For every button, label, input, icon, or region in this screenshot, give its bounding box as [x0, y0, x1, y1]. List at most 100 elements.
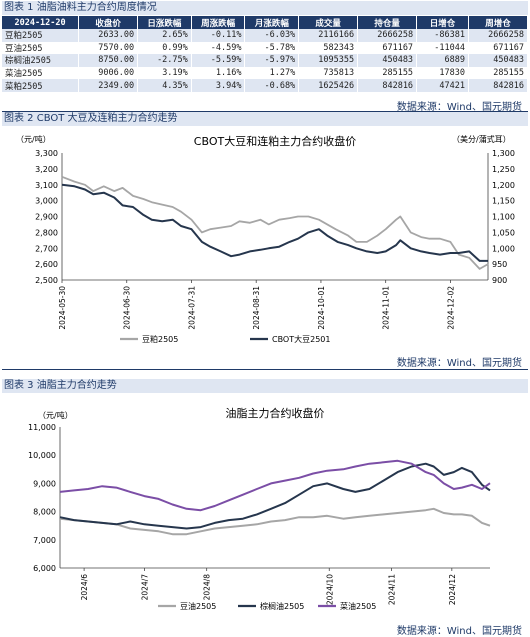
divider	[2, 111, 528, 112]
y-tick-label-right: 1,050	[492, 228, 515, 237]
table-cell: 2633.00	[78, 29, 139, 42]
y-tick-label-left: 3,200	[35, 165, 58, 174]
x-tick-label: 2024-11-01	[382, 286, 391, 330]
series-line-cbot-soybean	[61, 183, 488, 262]
y-tick-label-right: 900	[492, 276, 507, 285]
table-cell: -5.97%	[244, 54, 300, 67]
section1-source: 数据来源：Wind、国元期货	[396, 102, 522, 113]
table-cell: 450483	[468, 54, 529, 67]
series-line-soybean-oil	[59, 507, 491, 536]
table-cell: 0.99%	[137, 41, 192, 55]
section2-title: 图表 2 CBOT 大豆及连粕主力合约走势	[2, 112, 528, 126]
table-cell: -5.78%	[244, 41, 300, 55]
table-cell: -4.59%	[191, 41, 246, 55]
y-tick-label-right: 1,250	[492, 165, 515, 174]
chart-title: 油脂主力合约收盘价	[226, 406, 325, 420]
x-tick-label: 2024-08-31	[252, 286, 261, 330]
y-tick-label-left: 2,500	[35, 276, 58, 285]
legend-label: 豆粕2505	[142, 334, 178, 344]
table-header-cell: 成交量	[298, 16, 359, 29]
y-tick-label-left: 2,800	[35, 228, 58, 237]
table-cell: -11044	[416, 41, 469, 55]
table-header-cell: 月涨跌幅	[244, 16, 300, 29]
x-tick-label: 2024-12-02	[446, 286, 455, 330]
table-cell: 285155	[357, 66, 418, 80]
y-tick-label-right: 1,150	[492, 197, 515, 206]
y-tick-label: 10,000	[28, 451, 56, 460]
x-tick-label: 2024/8	[203, 574, 212, 601]
table-cell: 豆粕2505	[2, 29, 80, 42]
table-cell: 735813	[298, 66, 359, 80]
table-cell: 285155	[468, 66, 529, 80]
y-tick-label-right: 950	[492, 260, 507, 269]
table-cell: 棕榈油2505	[2, 54, 80, 67]
table-header-cell: 日增仓	[416, 16, 469, 29]
cbot-soybean-meal-chart: CBOT大豆和连粕主力合约收盘价 （元/吨） （美分/蒲式耳） 2,500 2,600 2…	[16, 134, 515, 344]
table-header-cell: 周增仓	[468, 16, 529, 29]
table-cell: 582343	[298, 41, 359, 55]
x-tick-label: 2024/6	[80, 574, 89, 601]
series-line-soybean-meal	[61, 175, 489, 270]
table-cell: 671167	[468, 41, 529, 55]
x-tick-label: 2024-07-31	[187, 286, 196, 330]
table-row: 豆油2505 7570.00 0.99% -4.59% -5.78% 582343 6711…	[2, 41, 529, 55]
y-tick-label-left: 3,300	[35, 149, 58, 158]
y-axis-label: （元/吨）	[38, 410, 73, 420]
table-cell: -86381	[416, 29, 469, 42]
table-row: 菜油2505 9006.00 3.19% 1.16% 1.27% 735813 285155…	[2, 66, 529, 80]
table-cell: -2.75%	[137, 54, 192, 67]
y-tick-label: 6,000	[33, 564, 56, 573]
legend-label: CBOT大豆2501	[272, 334, 330, 344]
table-cell: 4.35%	[137, 79, 192, 92]
x-tick-label: 2024/12	[448, 574, 457, 605]
section3-source: 数据来源：Wind、国元期货	[396, 626, 522, 637]
table-header-cell: 2024-12-20	[2, 16, 80, 29]
x-tick-label: 2024/7	[140, 574, 149, 601]
y-tick-label: 11,000	[28, 423, 56, 432]
table-cell: -5.59%	[191, 54, 246, 67]
oils-futures-chart: 油脂主力合约收盘价 （元/吨） 6,000 7,000 8,000 9,000 10,000…	[28, 406, 491, 611]
table-cell: 9006.00	[78, 66, 139, 80]
legend-label: 菜油2505	[340, 601, 376, 611]
table-cell: 2666258	[468, 29, 529, 42]
table-header-cell: 收盘价	[78, 16, 139, 29]
series-line-rapeseed-oil	[59, 459, 491, 512]
table-cell: 1625426	[298, 79, 359, 92]
y-axis-label-right: （美分/蒲式耳）	[452, 134, 511, 144]
y-tick-label-left: 2,900	[35, 213, 58, 222]
table-cell: 671167	[357, 41, 418, 55]
table-row: 菜粕2505 2349.00 4.35% 3.94% -0.68% 1625426 8428…	[2, 79, 529, 92]
divider	[2, 369, 528, 370]
table-cell: 842816	[357, 79, 418, 92]
table-cell: 7570.00	[78, 41, 139, 55]
table-cell: 菜油2505	[2, 66, 80, 80]
table-header-cell: 持仓量	[357, 16, 418, 29]
table-header-cell: 周涨跌幅	[191, 16, 246, 29]
table-cell: 3.19%	[137, 66, 192, 80]
y-tick-label-right: 1,300	[492, 149, 515, 158]
table-cell: 842816	[468, 79, 529, 92]
table-cell: 3.94%	[191, 79, 246, 92]
y-tick-label-right: 1,100	[492, 213, 515, 222]
y-tick-label: 8,000	[33, 508, 56, 517]
table-header-cell: 日涨跌幅	[137, 16, 192, 29]
table-cell: 2116166	[298, 29, 359, 42]
y-tick-label-left: 2,700	[35, 244, 58, 253]
table-cell: -6.03%	[244, 29, 300, 42]
table-cell: -0.11%	[191, 29, 246, 42]
section1-title: 图表 1 油脂油料主力合约周度情况	[2, 1, 528, 15]
x-tick-label: 2024-05-30	[58, 286, 67, 330]
table-cell: 47421	[416, 79, 469, 92]
table-cell: 8750.00	[78, 54, 139, 67]
table-cell: -0.68%	[244, 79, 300, 92]
table-cell: 1095355	[298, 54, 359, 67]
table-cell: 2666258	[357, 29, 418, 42]
table-row: 豆粕2505 2633.00 2.65% -0.11% -6.03% 2116166 266…	[2, 29, 529, 42]
table-cell: 豆油2505	[2, 41, 80, 55]
y-tick-label-left: 3,100	[35, 181, 58, 190]
table-cell: 1.16%	[191, 66, 246, 80]
y-tick-label-left: 3,000	[35, 197, 58, 206]
y-tick-label-right: 1,000	[492, 244, 515, 253]
x-tick-label: 2024-06-30	[123, 286, 132, 330]
section2-source: 数据来源：Wind、国元期货	[396, 358, 522, 369]
